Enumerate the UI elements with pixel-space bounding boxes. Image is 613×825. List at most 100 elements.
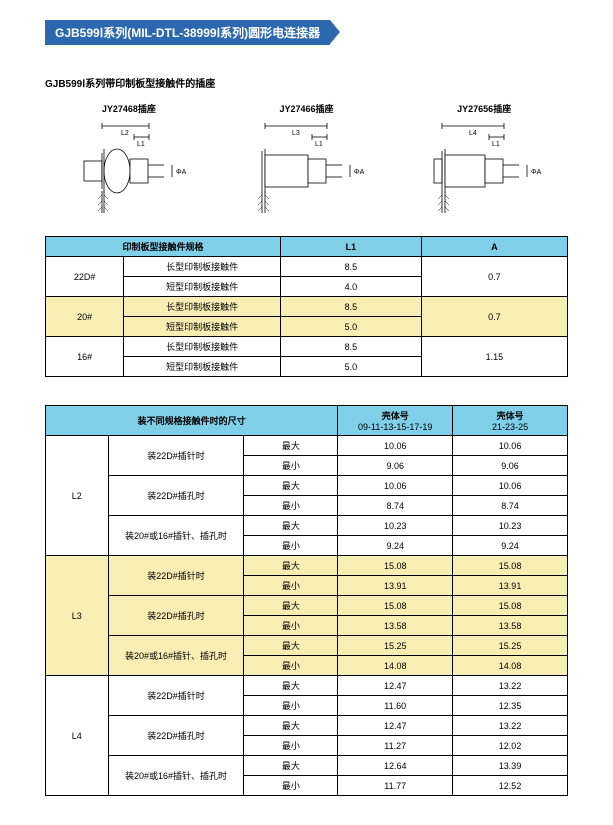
- page: GJB599Ⅰ系列(MIL-DTL-38999Ⅰ系列)圆形电连接器 GJB599…: [0, 0, 613, 816]
- cell-a: 0.7: [421, 297, 567, 337]
- table-row: 装20#或16#插针、插孔时最大12.6413.39: [46, 756, 568, 776]
- cell-type: 短型印制板接触件: [124, 317, 281, 337]
- th-l1: L1: [280, 237, 421, 257]
- cell-value: 13.91: [453, 576, 568, 596]
- cell-type: 短型印制板接触件: [124, 277, 281, 297]
- cell-minmax: 最大: [244, 476, 338, 496]
- cell-value: 15.25: [453, 636, 568, 656]
- cell-minmax: 最小: [244, 736, 338, 756]
- connector-drawing-icon: L2 L1: [54, 121, 204, 216]
- th-a: A: [421, 237, 567, 257]
- cell-value: 14.08: [338, 656, 453, 676]
- cell-minmax: 最小: [244, 576, 338, 596]
- svg-text:L4: L4: [469, 130, 477, 137]
- drawing-label: JY27466插座: [223, 102, 391, 115]
- connector-drawing-icon: L4 L1: [409, 121, 559, 216]
- cell-minmax: 最小: [244, 496, 338, 516]
- contact-spec-table: 印制板型接触件规格 L1 A 22D# 长型印制板接触件 8.5 0.7 短型印…: [45, 236, 568, 377]
- cell-cond: 装22D#插孔时: [108, 596, 244, 636]
- cell-value: 9.24: [338, 536, 453, 556]
- cell-minmax: 最小: [244, 656, 338, 676]
- svg-text:L2: L2: [121, 130, 129, 137]
- cell-minmax: 最小: [244, 696, 338, 716]
- cell-value: 14.08: [453, 656, 568, 676]
- cell-value: 9.06: [453, 456, 568, 476]
- cell-size: 20#: [46, 297, 124, 337]
- cell-cond: 装22D#插针时: [108, 436, 244, 476]
- connector-drawing-icon: L3 L1: [232, 121, 382, 216]
- th-shell1: 壳体号09-11-13-15-17-19: [338, 406, 453, 436]
- cell-type: 短型印制板接触件: [124, 357, 281, 377]
- cell-value: 13.22: [453, 716, 568, 736]
- cell-minmax: 最大: [244, 596, 338, 616]
- cell-cond: 装22D#插针时: [108, 556, 244, 596]
- cell-dim: L4: [46, 676, 109, 796]
- cell-minmax: 最大: [244, 436, 338, 456]
- table-row: L3装22D#插针时最大15.0815.08: [46, 556, 568, 576]
- svg-text:L3: L3: [292, 130, 300, 137]
- svg-text:L1: L1: [137, 141, 145, 148]
- cell-value: 10.06: [338, 436, 453, 456]
- cell-value: 13.58: [338, 616, 453, 636]
- cell-value: 15.25: [338, 636, 453, 656]
- cell-cond: 装22D#插孔时: [108, 476, 244, 516]
- title-banner: GJB599Ⅰ系列(MIL-DTL-38999Ⅰ系列)圆形电连接器: [45, 20, 330, 45]
- cell-minmax: 最小: [244, 456, 338, 476]
- cell-value: 15.08: [338, 596, 453, 616]
- svg-text:ΦA: ΦA: [354, 169, 365, 176]
- cell-value: 15.08: [453, 596, 568, 616]
- drawing-jy27656: JY27656插座 L4 L1: [400, 102, 568, 218]
- cell-value: 10.23: [338, 516, 453, 536]
- drawing-label: JY27656插座: [400, 102, 568, 115]
- cell-type: 长型印制板接触件: [124, 257, 281, 277]
- cell-dim: L2: [46, 436, 109, 556]
- cell-value: 12.47: [338, 676, 453, 696]
- cell-value: 13.39: [453, 756, 568, 776]
- table-row: 装22D#插孔时最大10.0610.06: [46, 476, 568, 496]
- th-shell2: 壳体号21-23-25: [453, 406, 568, 436]
- cell-l1: 5.0: [280, 317, 421, 337]
- cell-size: 22D#: [46, 257, 124, 297]
- dimension-table: 装不同规格接触件时的尺寸 壳体号09-11-13-15-17-19 壳体号21-…: [45, 405, 568, 796]
- cell-value: 10.23: [453, 516, 568, 536]
- drawing-label: JY27468插座: [45, 102, 213, 115]
- cell-value: 12.47: [338, 716, 453, 736]
- table-row: L2装22D#插针时最大10.0610.06: [46, 436, 568, 456]
- page-title: GJB599Ⅰ系列(MIL-DTL-38999Ⅰ系列)圆形电连接器: [55, 26, 320, 40]
- table-row: 装22D#插孔时最大15.0815.08: [46, 596, 568, 616]
- cell-value: 9.24: [453, 536, 568, 556]
- cell-value: 13.58: [453, 616, 568, 636]
- cell-value: 12.02: [453, 736, 568, 756]
- cell-value: 10.06: [453, 476, 568, 496]
- cell-value: 13.22: [453, 676, 568, 696]
- drawing-jy27468: JY27468插座 L2 L1: [45, 102, 213, 218]
- subtitle: GJB599Ⅰ系列带印制板型接触件的插座: [45, 75, 568, 90]
- th-main: 装不同规格接触件时的尺寸: [46, 406, 338, 436]
- cell-cond: 装20#或16#插针、插孔时: [108, 636, 244, 676]
- cell-l1: 8.5: [280, 337, 421, 357]
- cell-a: 1.15: [421, 337, 567, 377]
- cell-minmax: 最大: [244, 516, 338, 536]
- table-row: 装20#或16#插针、插孔时最大10.2310.23: [46, 516, 568, 536]
- cell-minmax: 最大: [244, 756, 338, 776]
- cell-cond: 装20#或16#插针、插孔时: [108, 756, 244, 796]
- cell-value: 12.35: [453, 696, 568, 716]
- svg-text:ΦA: ΦA: [531, 169, 542, 176]
- cell-type: 长型印制板接触件: [124, 297, 281, 317]
- cell-cond: 装22D#插针时: [108, 676, 244, 716]
- cell-a: 0.7: [421, 257, 567, 297]
- cell-l1: 8.5: [280, 257, 421, 277]
- drawing-jy27466: JY27466插座 L3 L1: [223, 102, 391, 218]
- cell-value: 12.52: [453, 776, 568, 796]
- cell-l1: 8.5: [280, 297, 421, 317]
- cell-value: 12.64: [338, 756, 453, 776]
- table-row: 装22D#插孔时最大12.4713.22: [46, 716, 568, 736]
- cell-value: 11.60: [338, 696, 453, 716]
- cell-minmax: 最小: [244, 536, 338, 556]
- cell-size: 16#: [46, 337, 124, 377]
- cell-value: 10.06: [338, 476, 453, 496]
- svg-text:L1: L1: [315, 141, 323, 148]
- cell-minmax: 最小: [244, 776, 338, 796]
- cell-value: 15.08: [338, 556, 453, 576]
- cell-type: 长型印制板接触件: [124, 337, 281, 357]
